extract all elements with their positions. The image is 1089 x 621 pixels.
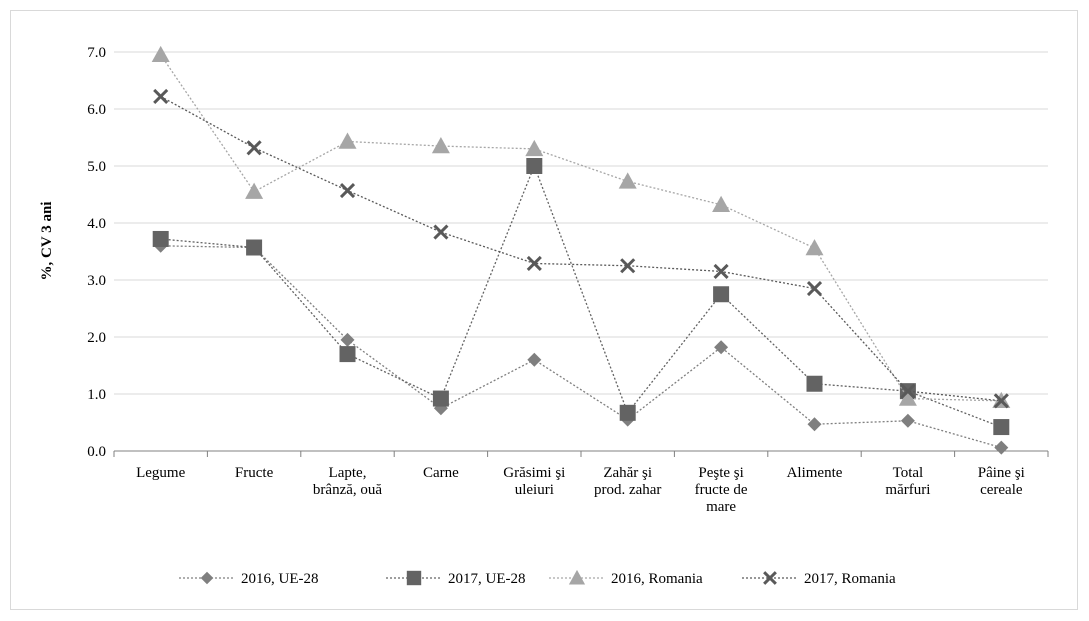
series-line (160, 245, 1002, 449)
x-marker-stroke (526, 255, 542, 272)
x-marker (763, 571, 777, 585)
x-marker (993, 393, 1009, 409)
legend-item: 2016, Romania (549, 569, 703, 587)
y-tick-label: 2.0 (87, 330, 106, 346)
x-marker-stroke (763, 571, 777, 585)
x-category-label: Zahăr şi prod. zahar (594, 465, 661, 498)
legend-item: 2016, UE-28 (179, 571, 319, 587)
square-marker (619, 404, 636, 421)
x-marker (806, 280, 823, 297)
axes (113, 450, 1049, 457)
series-group (151, 45, 1011, 455)
x-marker (246, 140, 262, 156)
series-line (160, 54, 1002, 402)
series-3 (151, 45, 1011, 409)
square-marker (152, 230, 169, 247)
square-marker (526, 158, 543, 174)
diamond-marker (807, 417, 822, 432)
x-marker-stroke (993, 393, 1009, 409)
triangle-marker (898, 389, 917, 406)
diamond-marker (527, 352, 542, 367)
y-tick-labels: 0.0 1.0 2.0 3.0 4.0 5.0 6.0 7.0 (87, 45, 106, 460)
square-marker (339, 346, 356, 363)
square-marker (713, 286, 730, 303)
x-marker (620, 258, 636, 274)
y-axis-label: %, CV 3 ani (39, 202, 55, 281)
triangle-marker (338, 132, 357, 149)
y-tick-label: 4.0 (87, 216, 106, 232)
x-marker (339, 182, 356, 199)
x-category-label: Total mărfuri (885, 465, 930, 498)
series-line (160, 164, 1002, 428)
x-marker (526, 255, 542, 272)
y-tick-label: 3.0 (87, 273, 106, 289)
legend-item: 2017, Romania (742, 571, 896, 587)
x-marker-stroke (433, 224, 449, 240)
legend-label: 2017, UE-28 (448, 571, 526, 587)
square-marker (406, 570, 422, 586)
x-category-label: Pâine şi cereale (978, 465, 1025, 498)
x-category-label: Peşte şi fructe de mare (695, 465, 748, 515)
triangle-marker (431, 137, 450, 154)
y-tick-label: 0.0 (87, 444, 106, 460)
triangle-marker (151, 45, 170, 63)
square-marker (993, 419, 1010, 436)
x-category-label: Carne (423, 465, 459, 481)
x-marker (433, 224, 449, 240)
x-marker-stroke (620, 258, 636, 274)
legend-label: 2016, UE-28 (241, 571, 319, 587)
y-tick-label: 7.0 (87, 45, 106, 61)
x-category-labels: Legume Fructe Lapte, brânză, ouă Carne Grăsim… (136, 465, 1025, 515)
y-tick-label: 5.0 (87, 159, 106, 175)
x-marker-stroke (900, 383, 916, 399)
legend-label: 2017, Romania (804, 571, 896, 587)
chart-frame: 0.0 1.0 2.0 3.0 4.0 5.0 6.0 7.0 Legume Fructe Lap… (10, 10, 1078, 610)
legend-item: 2017, UE-28 (386, 570, 526, 587)
x-marker-stroke (806, 280, 823, 297)
square-marker (246, 239, 263, 256)
x-marker-stroke (713, 263, 729, 280)
x-category-label: Legume (136, 465, 185, 481)
legend: 2016, UE-28 2017, UE-28 2016, Romania 2017,… (179, 569, 896, 587)
triangle-marker (805, 239, 824, 256)
x-marker (153, 88, 169, 105)
triangle-marker (712, 195, 731, 212)
x-category-label: Alimente (787, 465, 843, 481)
x-category-label: Lapte, brânză, ouă (313, 465, 382, 498)
y-tick-label: 1.0 (87, 387, 106, 403)
triangle-marker (245, 182, 264, 199)
legend-label: 2016, Romania (611, 571, 703, 587)
series-4 (153, 88, 1009, 409)
triangle-marker (618, 172, 637, 189)
square-marker (806, 375, 823, 392)
x-marker-stroke (153, 88, 169, 105)
line-chart: 0.0 1.0 2.0 3.0 4.0 5.0 6.0 7.0 Legume Fructe Lap… (39, 45, 1049, 587)
diamond-marker (200, 571, 214, 585)
series-1 (153, 238, 1009, 455)
square-marker (432, 390, 449, 407)
x-category-label: Fructe (235, 465, 274, 481)
triangle-marker (525, 139, 544, 157)
y-tick-label: 6.0 (87, 102, 106, 118)
x-marker (900, 383, 916, 399)
series-2 (152, 158, 1010, 436)
diamond-marker (900, 413, 915, 428)
diamond-marker (994, 440, 1009, 455)
series-line (160, 95, 1002, 402)
diamond-marker (340, 332, 355, 347)
gridlines (114, 51, 1048, 395)
x-marker-stroke (246, 140, 262, 156)
triangle-marker (568, 569, 586, 585)
x-marker (713, 263, 729, 280)
x-marker-stroke (339, 182, 356, 199)
x-category-label: Grăsimi şi uleiuri (503, 465, 565, 498)
diamond-marker (714, 340, 729, 355)
